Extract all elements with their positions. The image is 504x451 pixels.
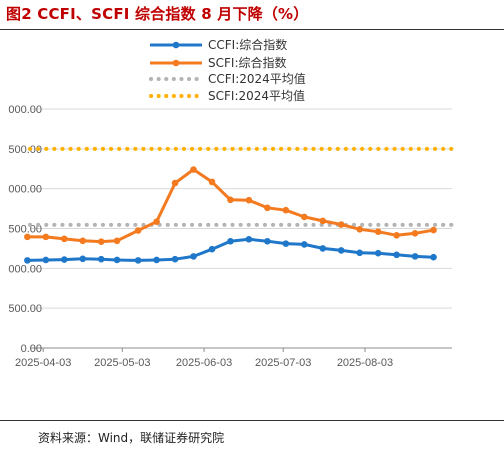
data-point	[171, 255, 179, 263]
y-tick-label: 000.00	[8, 184, 42, 196]
data-point	[208, 245, 216, 253]
x-tick-label: 2025-08-03	[337, 357, 393, 369]
legend-item: SCFI:2024平均值	[149, 88, 305, 103]
scfi-line	[27, 168, 434, 244]
data-point	[171, 179, 179, 187]
data-point	[411, 253, 419, 260]
data-point	[42, 256, 50, 264]
data-point	[79, 255, 87, 263]
data-point	[245, 235, 253, 243]
data-point	[227, 237, 234, 245]
data-point	[374, 228, 382, 235]
grid-lines	[30, 108, 452, 349]
data-point	[319, 245, 327, 252]
line-chart: 0.00 500.00 000.00 500.00 000.00 500.00 000.00…	[8, 37, 454, 369]
data-point	[282, 206, 290, 214]
data-point	[393, 251, 400, 259]
data-point	[97, 238, 105, 245]
data-point	[264, 204, 271, 212]
legend-label: CCFI:2024平均值	[208, 71, 306, 86]
data-point	[337, 221, 345, 228]
y-tick-label: 500.00	[8, 144, 42, 156]
series-layer	[24, 146, 454, 264]
y-tick-label: 0.00	[21, 343, 42, 355]
y-tick-label: 000.00	[8, 263, 42, 275]
data-point	[393, 231, 400, 239]
legend-marker-swatch	[172, 41, 180, 49]
data-point	[356, 249, 363, 257]
data-point	[430, 253, 437, 261]
data-point	[337, 247, 345, 254]
legend-marker-swatch	[172, 59, 180, 67]
data-point	[24, 257, 31, 264]
legend-item: CCFI:综合指数	[150, 37, 287, 52]
data-point	[227, 196, 234, 204]
data-point	[134, 227, 142, 234]
data-point	[301, 213, 308, 221]
scfi-series	[24, 166, 437, 245]
x-axis-ticks: 2025-04-03 2025-05-03 2025-06-03 2025-07-03…	[15, 348, 393, 369]
legend-label: CCFI:综合指数	[208, 37, 287, 52]
x-tick-label: 2025-07-03	[255, 357, 311, 369]
y-tick-label: 500.00	[8, 224, 42, 236]
legend-label: SCFI:综合指数	[208, 55, 286, 70]
data-point	[113, 256, 121, 264]
data-point	[97, 255, 105, 263]
data-point	[60, 256, 68, 263]
legend-item: SCFI:综合指数	[150, 55, 286, 70]
y-tick-label: 500.00	[8, 303, 42, 315]
data-point	[301, 241, 308, 248]
x-tick-label: 2025-04-03	[15, 357, 71, 369]
data-point	[153, 218, 160, 226]
title-divider	[0, 29, 504, 30]
data-point	[411, 229, 419, 237]
source-divider	[0, 420, 504, 421]
data-point	[24, 233, 31, 241]
x-tick-label: 2025-05-03	[94, 357, 150, 369]
data-point	[208, 178, 216, 186]
data-point	[356, 225, 363, 233]
data-point	[190, 253, 197, 260]
data-point	[264, 237, 271, 245]
data-point	[134, 257, 142, 264]
data-point	[319, 217, 327, 225]
data-point	[79, 237, 87, 245]
data-point	[42, 233, 50, 241]
ccfi-series	[24, 235, 437, 264]
data-point	[245, 196, 253, 204]
x-tick-label: 2025-06-03	[176, 357, 232, 369]
data-point	[190, 166, 197, 173]
data-point	[153, 256, 160, 264]
data-point	[374, 249, 382, 257]
data-point	[60, 235, 68, 243]
chart-title: 图2 CCFI、SCFI 综合指数 8 月下降（%）	[6, 5, 309, 23]
y-axis-ticks: 0.00 500.00 000.00 500.00 000.00 500.00 000.00	[8, 104, 42, 355]
data-point	[282, 240, 290, 247]
legend-item: CCFI:2024平均值	[149, 71, 306, 86]
data-point	[430, 226, 437, 234]
legend-label: SCFI:2024平均值	[208, 88, 305, 103]
source-note: 资料来源：Wind，联储证券研究院	[38, 431, 225, 445]
data-point	[113, 237, 121, 245]
y-tick-label: 000.00	[8, 104, 42, 116]
